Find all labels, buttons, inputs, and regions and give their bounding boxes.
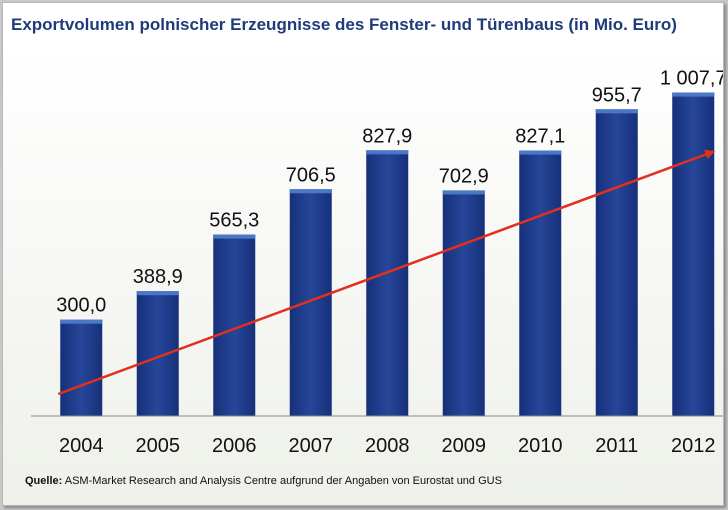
bar-cap-2008 — [366, 150, 409, 155]
bar-cap-2011 — [595, 109, 638, 114]
bar-2010 — [519, 150, 562, 416]
bar-cap-2004 — [60, 319, 103, 324]
value-label-2009: 702,9 — [439, 165, 489, 187]
value-label-2008: 827,9 — [362, 125, 412, 147]
bar-2012 — [672, 92, 715, 417]
value-label-2005: 388,9 — [133, 266, 183, 288]
value-label-2010: 827,1 — [515, 126, 565, 148]
x-tick-labels: 2004 2005 2006 2007 2008 2009 2010 2011 2012 — [59, 435, 716, 457]
bar-2011 — [595, 109, 638, 416]
source-text: ASM-Market Research and Analysis Centre … — [64, 475, 502, 487]
x-tick-2011: 2011 — [595, 435, 638, 457]
bar-2007 — [289, 189, 332, 416]
x-tick-2006: 2006 — [212, 435, 257, 457]
bar-cap-2007 — [289, 189, 332, 194]
bar-2004 — [60, 319, 103, 416]
value-label-2004: 300,0 — [56, 295, 106, 317]
bars-group: 300,0 388,9 565,3 706,5 827,9 702,9 827,1 955,7… — [56, 68, 723, 417]
bar-2009 — [442, 190, 485, 416]
bar-cap-2009 — [442, 190, 485, 195]
bar-chart: 300,0 388,9 565,3 706,5 827,9 702,9 827,1 955,7… — [31, 68, 723, 457]
x-tick-2007: 2007 — [289, 435, 334, 457]
source-label: Quelle: — [25, 475, 63, 487]
value-label-2006: 565,3 — [209, 210, 259, 232]
value-label-2012: 1 007,7 — [660, 68, 723, 90]
bar-cap-2010 — [519, 150, 562, 155]
bar-cap-2012 — [672, 92, 715, 97]
x-tick-2008: 2008 — [365, 435, 410, 457]
x-tick-2009: 2009 — [442, 435, 487, 457]
x-tick-2005: 2005 — [136, 435, 181, 457]
bar-cap-2005 — [136, 291, 179, 296]
x-tick-2012: 2012 — [671, 435, 716, 457]
bar-2006 — [213, 234, 256, 416]
value-label-2011: 955,7 — [592, 84, 642, 106]
x-tick-2004: 2004 — [59, 435, 104, 457]
value-label-2007: 706,5 — [286, 164, 336, 186]
chart-title: Exportvolumen polnischer Erzeugnisse des… — [11, 15, 677, 34]
x-tick-2010: 2010 — [518, 435, 563, 457]
bar-2008 — [366, 150, 409, 416]
trend-arrow — [57, 149, 716, 396]
bar-2005 — [136, 291, 179, 416]
source-note: Quelle: ASM-Market Research and Analysis… — [25, 475, 502, 487]
bar-cap-2006 — [213, 234, 256, 239]
